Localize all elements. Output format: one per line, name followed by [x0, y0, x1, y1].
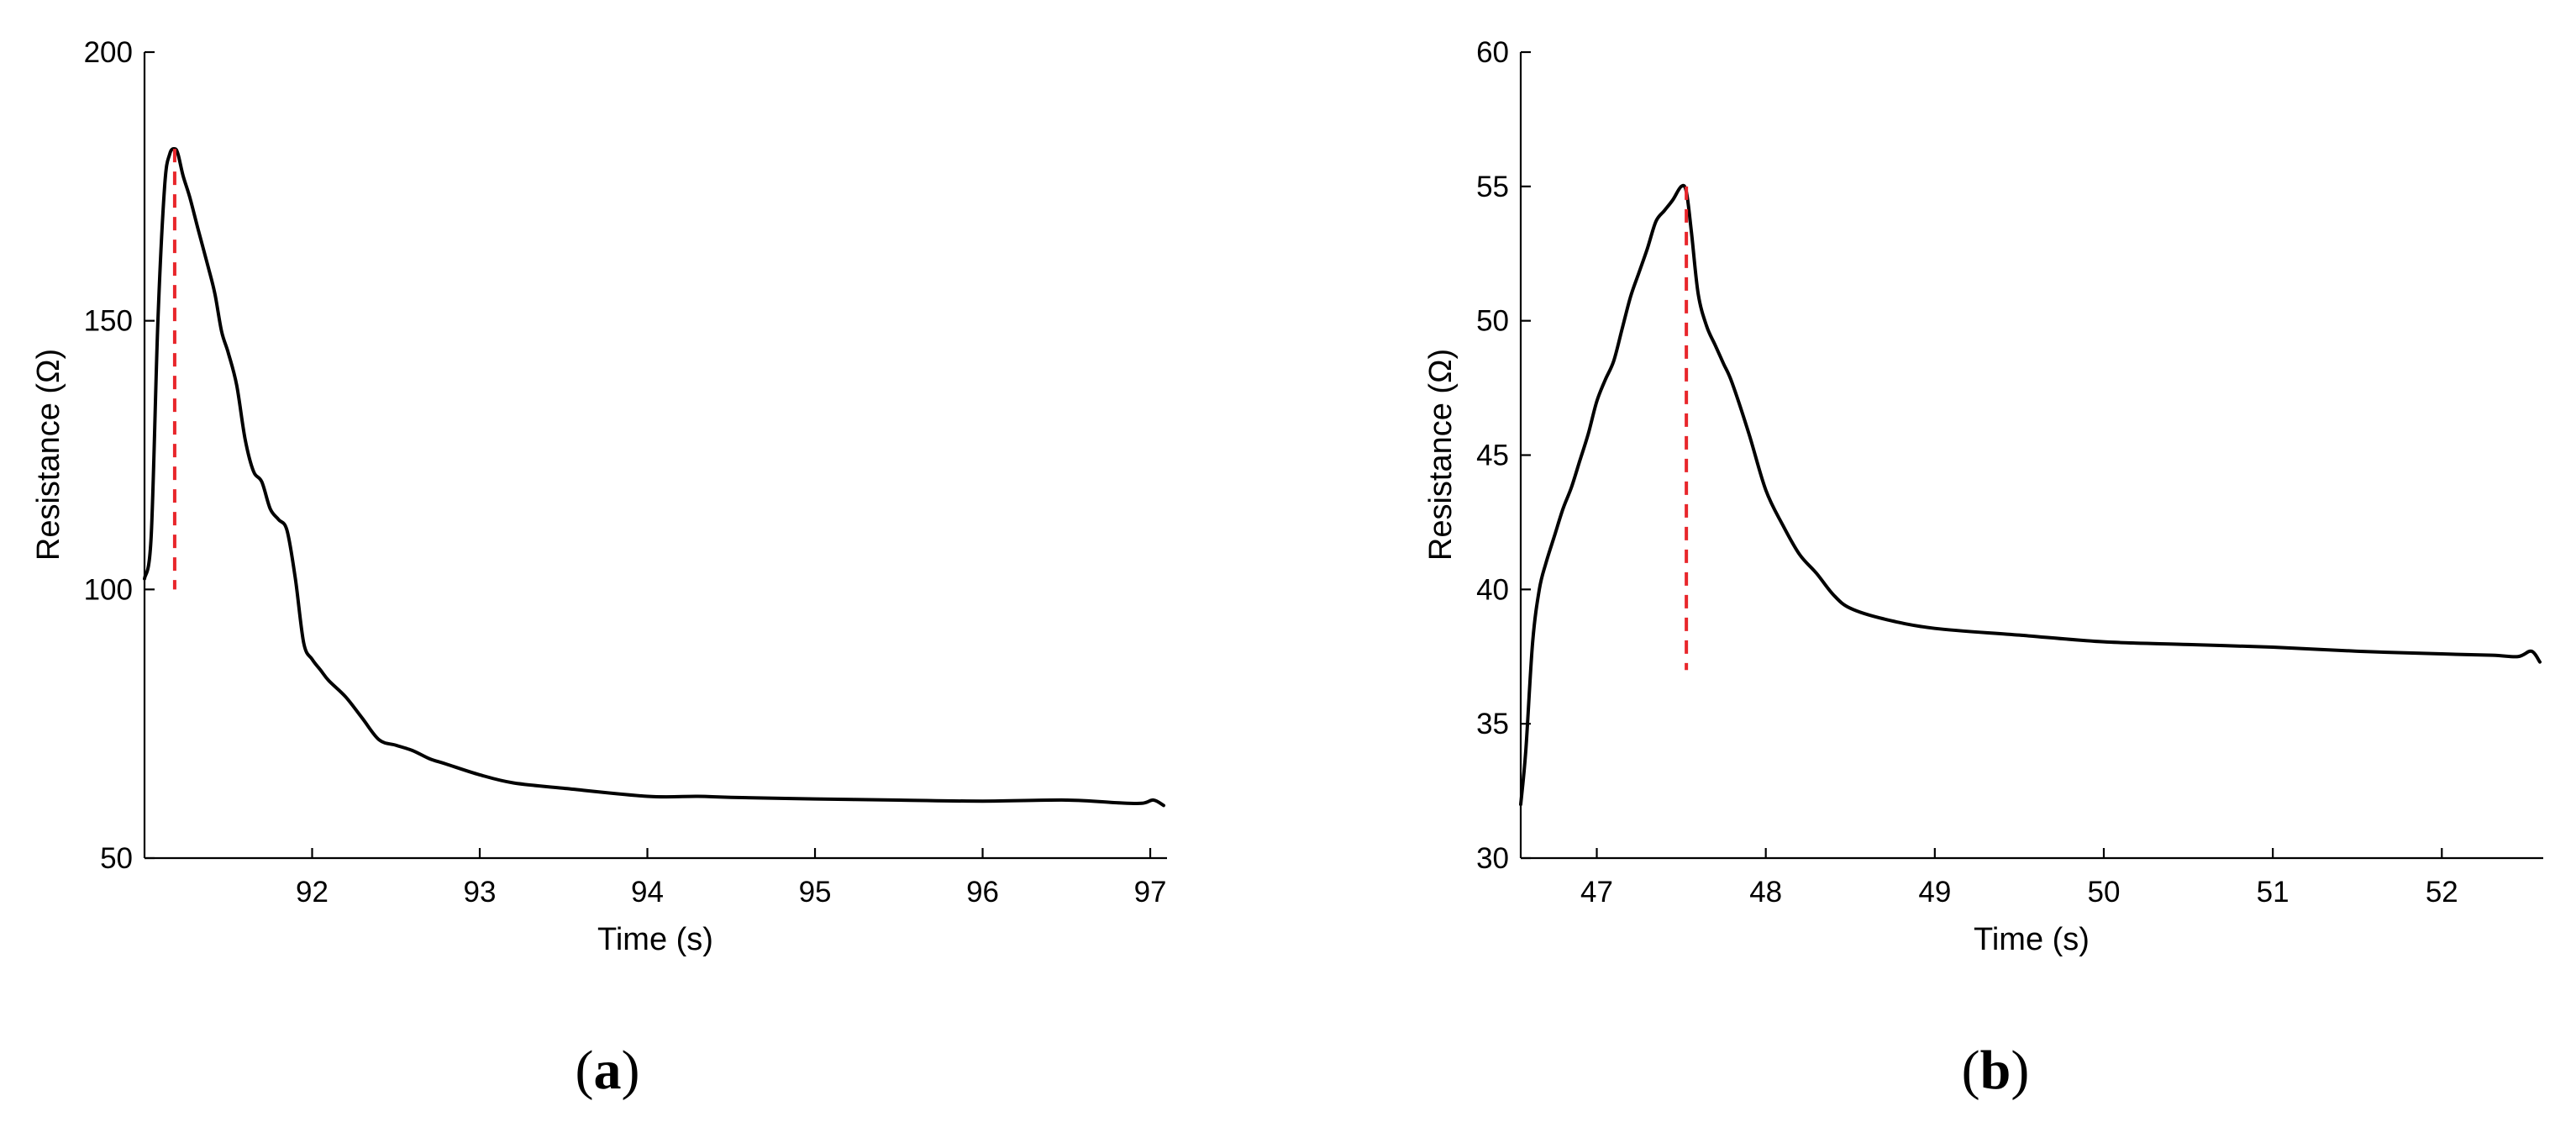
chart-a-y-tick-label: 150 — [84, 305, 133, 338]
chart-b-y-axis-label: Resistance (Ω) — [1423, 349, 1459, 561]
chart-b-y-tick-label: 35 — [1476, 708, 1509, 740]
chart-b-y-tick-label: 50 — [1476, 305, 1509, 338]
chart-a-x-tick-label: 92 — [296, 876, 329, 909]
chart-a: 50 100 150 200 92 93 94 95 96 97 Time (s) Resist… — [31, 36, 1167, 957]
chart-a-x-tick-label: 96 — [966, 876, 999, 909]
chart-b-x-ticks: 47 48 49 50 51 52 — [1580, 848, 2458, 909]
chart-b: 30 35 40 45 50 55 60 47 48 49 50 51 52 Time (s) Res… — [1423, 36, 2543, 957]
chart-b-y-tick-label: 55 — [1476, 171, 1509, 203]
chart-b-series-line — [1519, 183, 2542, 807]
chart-a-series-line — [143, 147, 1166, 808]
chart-a-x-axis-label: Time (s) — [597, 922, 713, 957]
panel-label-b: (b) — [1962, 1040, 2030, 1101]
chart-a-x-tick-label: 97 — [1134, 876, 1167, 909]
chart-b-x-tick-label: 52 — [2426, 876, 2458, 909]
chart-a-x-ticks: 92 93 94 95 96 97 — [296, 848, 1167, 909]
chart-a-y-ticks: 50 100 150 200 — [84, 36, 155, 875]
chart-a-y-tick-label: 100 — [84, 573, 133, 606]
panel-label-a: (a) — [576, 1040, 640, 1101]
chart-b-x-tick-label: 50 — [2088, 876, 2121, 909]
chart-b-y-ticks: 30 35 40 45 50 55 60 — [1476, 36, 1531, 875]
chart-b-y-tick-label: 40 — [1476, 573, 1509, 606]
chart-b-y-tick-label: 45 — [1476, 440, 1509, 472]
chart-a-x-tick-label: 95 — [799, 876, 832, 909]
chart-b-x-tick-label: 47 — [1580, 876, 1613, 909]
chart-a-x-tick-label: 93 — [464, 876, 497, 909]
chart-a-y-tick-label: 50 — [100, 842, 133, 875]
chart-b-x-axis-label: Time (s) — [1974, 922, 2090, 957]
chart-a-y-tick-label: 200 — [84, 36, 133, 69]
chart-a-x-tick-label: 94 — [631, 876, 664, 909]
chart-b-x-tick-label: 48 — [1749, 876, 1782, 909]
chart-b-x-tick-label: 51 — [2257, 876, 2289, 909]
chart-b-y-tick-label: 60 — [1476, 36, 1509, 69]
chart-b-y-tick-label: 30 — [1476, 842, 1509, 875]
chart-b-x-tick-label: 49 — [1918, 876, 1951, 909]
chart-a-y-axis-label: Resistance (Ω) — [31, 349, 66, 561]
